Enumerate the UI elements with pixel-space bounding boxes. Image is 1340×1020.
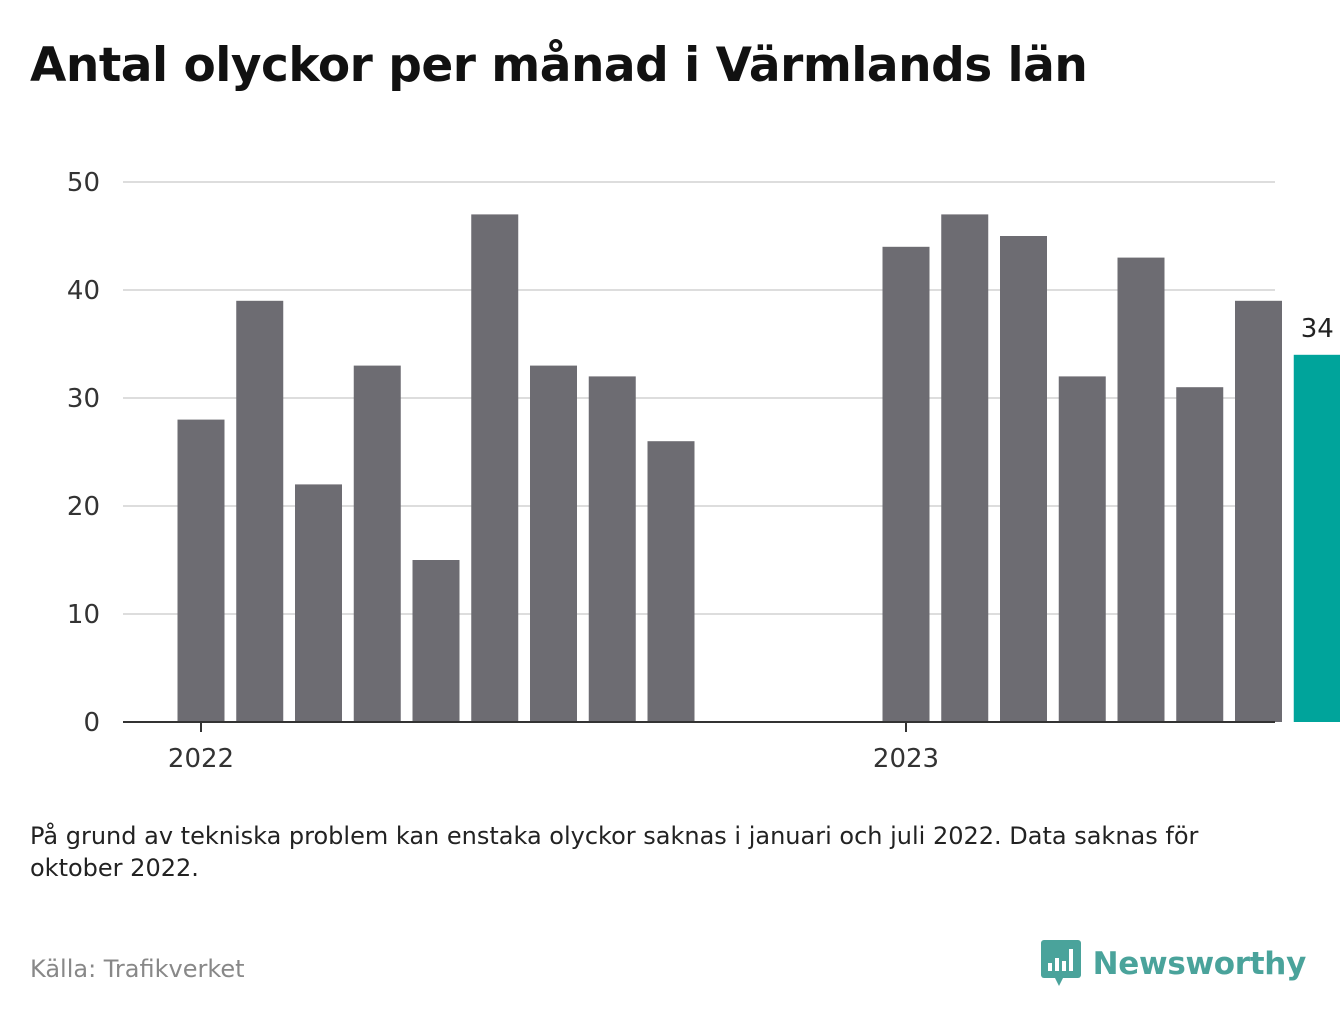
bar [530,365,577,722]
bar [941,214,989,722]
newsworthy-logo-icon [1040,940,1081,986]
bar [588,376,636,722]
bar-chart: 0 10 20 30 40 50 34 2022 2023 [67,168,1340,774]
y-tick-label: 30 [67,384,100,414]
bar [353,365,401,722]
bar [1176,387,1224,722]
labels: 0 10 20 30 40 50 34 2022 2023 [67,168,1334,774]
bar [1058,376,1106,722]
y-tick-label: 40 [67,276,100,306]
brand: Newsworthy [1040,940,1307,988]
source-label: Källa: Trafikverket [30,955,245,983]
axes [123,721,1275,732]
y-tick-label: 10 [67,600,100,630]
bar [882,246,930,723]
bars [177,214,1340,723]
y-tick-label: 0 [83,708,100,738]
bar [1235,300,1282,722]
brand-name: Newsworthy [1092,946,1307,982]
y-tick-label: 50 [67,168,100,198]
bar [647,441,695,722]
x-tick-label: 2023 [873,744,939,774]
bar [295,484,342,722]
bar [1000,236,1047,722]
bar-value-label: 34 [1301,314,1334,344]
chart-note: På grund av tekniska problem kan enstaka… [30,822,1199,882]
bar [471,214,519,722]
chart-title: Antal olyckor per månad i Värmlands län [30,38,1088,93]
bar [236,300,284,722]
x-tick-label: 2022 [168,744,234,774]
bar [412,560,460,722]
bar [1117,257,1165,722]
y-tick-label: 20 [67,492,100,522]
bar-highlight [1293,354,1340,722]
bar [177,419,225,722]
